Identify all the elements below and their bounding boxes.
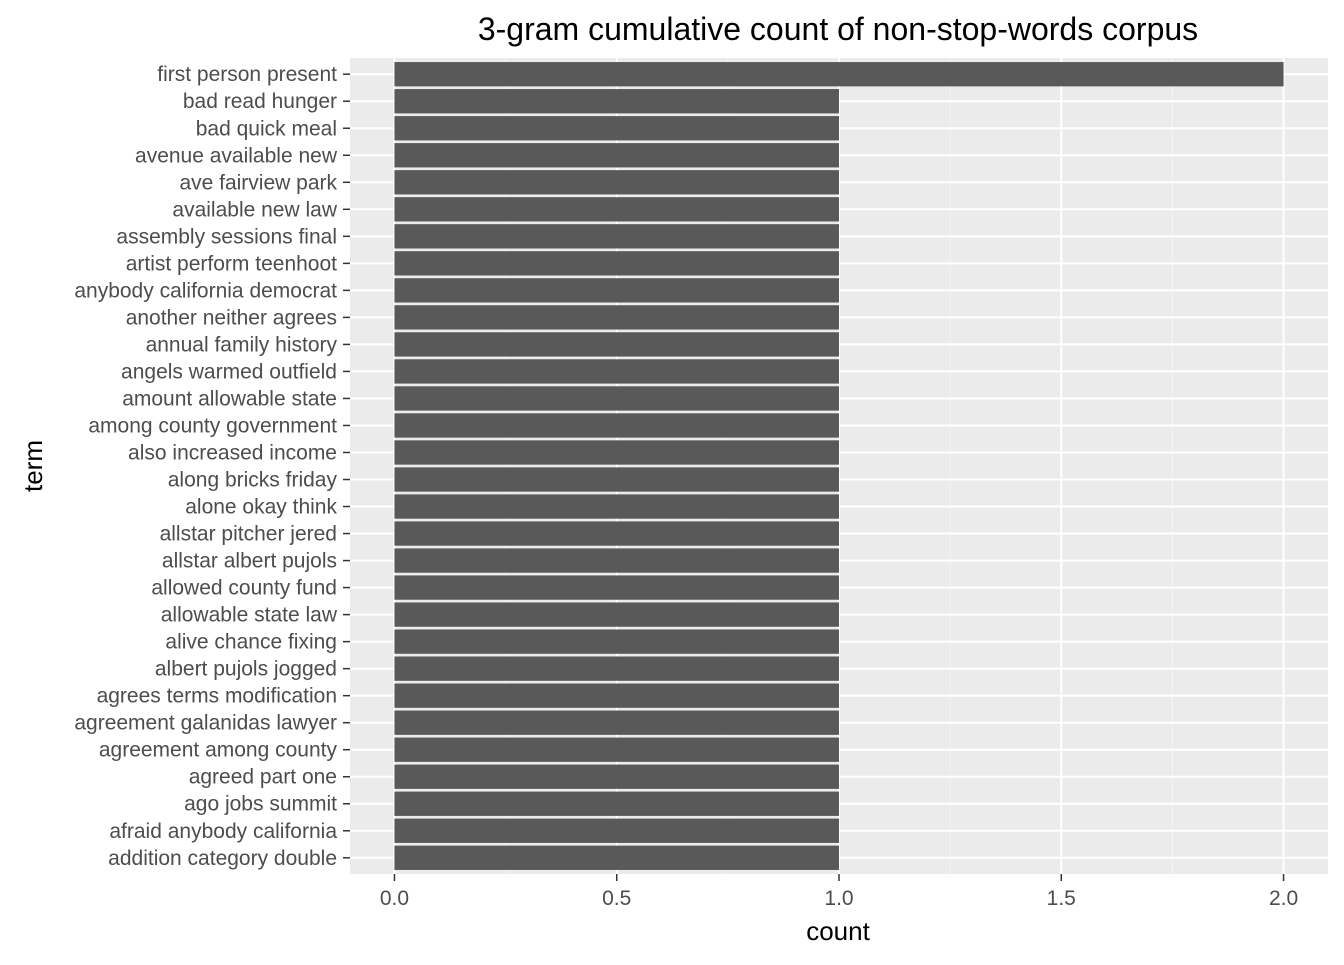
bar bbox=[394, 332, 839, 357]
bar bbox=[394, 386, 839, 411]
bar bbox=[394, 656, 839, 681]
y-tick-label: another neither agrees bbox=[126, 306, 337, 329]
y-tick-label: annual family history bbox=[146, 333, 338, 356]
y-tick-label: bad quick meal bbox=[196, 117, 337, 140]
y-tick-label: alone okay think bbox=[185, 496, 337, 519]
bar bbox=[394, 764, 839, 789]
y-tick-label: ave fairview park bbox=[179, 171, 337, 194]
y-tick-label: addition category double bbox=[108, 847, 337, 870]
bar bbox=[394, 305, 839, 330]
chart-title: 3-gram cumulative count of non-stop-word… bbox=[478, 11, 1198, 47]
bar bbox=[394, 818, 839, 843]
bar bbox=[394, 440, 839, 465]
x-axis: 0.0 0.5 1.0 1.5 2.0 bbox=[380, 874, 1298, 910]
bar bbox=[394, 251, 839, 276]
bar bbox=[394, 845, 839, 870]
y-tick-label: avenue available new bbox=[135, 144, 338, 167]
bar bbox=[394, 737, 839, 762]
y-tick-label: allstar pitcher jered bbox=[160, 523, 337, 546]
bar bbox=[394, 791, 839, 816]
bar bbox=[394, 413, 839, 438]
bars bbox=[394, 62, 1284, 870]
x-tick-label: 0.5 bbox=[602, 887, 631, 910]
y-tick-label: allowable state law bbox=[161, 604, 338, 627]
bar bbox=[394, 575, 839, 600]
y-tick-label: amount allowable state bbox=[122, 387, 337, 410]
x-tick-label: 1.5 bbox=[1047, 887, 1076, 910]
bar bbox=[394, 710, 839, 735]
x-tick-label: 2.0 bbox=[1269, 887, 1298, 910]
bar bbox=[394, 521, 839, 546]
y-tick-label: agreement galanidas lawyer bbox=[74, 712, 337, 735]
y-axis: first person present bad read hunger bad q… bbox=[74, 63, 350, 870]
y-tick-label: assembly sessions final bbox=[116, 225, 337, 248]
x-axis-title: count bbox=[806, 916, 870, 946]
bar bbox=[394, 683, 839, 708]
bar bbox=[394, 629, 839, 654]
bar bbox=[394, 170, 839, 195]
y-tick-label: agreement among county bbox=[99, 739, 338, 762]
bar bbox=[394, 89, 839, 114]
bar bbox=[394, 278, 839, 303]
bar bbox=[394, 143, 839, 168]
bar bbox=[394, 224, 839, 249]
y-tick-label: first person present bbox=[157, 63, 337, 86]
y-tick-label: afraid anybody california bbox=[109, 820, 337, 843]
bar bbox=[394, 467, 839, 492]
y-tick-label: angels warmed outfield bbox=[121, 360, 337, 383]
bar bbox=[394, 116, 839, 141]
x-tick-label: 1.0 bbox=[824, 887, 853, 910]
y-tick-label: bad read hunger bbox=[183, 90, 337, 113]
y-tick-label: albert pujols jogged bbox=[155, 658, 337, 681]
y-tick-label: among county government bbox=[88, 414, 337, 437]
y-tick-label: alive chance fixing bbox=[165, 631, 337, 654]
y-tick-label: along bricks friday bbox=[168, 469, 338, 492]
y-tick-label: agreed part one bbox=[189, 766, 337, 789]
bar bbox=[394, 494, 839, 519]
y-axis-title: term bbox=[18, 440, 48, 492]
bar bbox=[394, 62, 1284, 87]
x-tick-label: 0.0 bbox=[380, 887, 409, 910]
bar bbox=[394, 197, 839, 222]
y-tick-label: available new law bbox=[172, 198, 337, 221]
y-tick-label: anybody california democrat bbox=[74, 279, 337, 302]
y-tick-label: artist perform teenhoot bbox=[126, 252, 337, 275]
y-tick-label: agrees terms modification bbox=[97, 685, 337, 708]
y-tick-label: allstar albert pujols bbox=[162, 550, 337, 573]
bar bbox=[394, 602, 839, 627]
y-tick-label: also increased income bbox=[128, 441, 337, 464]
bar bbox=[394, 548, 839, 573]
y-tick-label: allowed county fund bbox=[151, 577, 337, 600]
y-tick-label: ago jobs summit bbox=[184, 793, 337, 816]
bar bbox=[394, 359, 839, 384]
